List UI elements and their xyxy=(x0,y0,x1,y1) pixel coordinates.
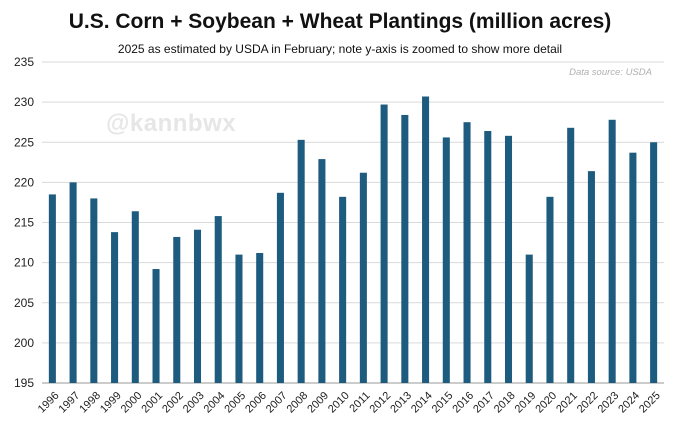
x-tick-label: 2012 xyxy=(368,390,394,416)
x-axis: 1996199719981999200020012002200320042005… xyxy=(36,390,663,416)
x-tick-label: 2018 xyxy=(492,390,518,416)
bar xyxy=(276,192,284,383)
y-tick-label: 225 xyxy=(14,135,34,149)
x-tick-label: 1997 xyxy=(57,390,83,416)
x-tick-label: 2000 xyxy=(119,390,145,416)
x-tick-label: 2017 xyxy=(471,390,497,416)
y-tick-label: 195 xyxy=(14,376,34,390)
chart-title: U.S. Corn + Soybean + Wheat Plantings (m… xyxy=(68,10,612,33)
x-tick-label: 2015 xyxy=(430,390,456,416)
bar xyxy=(504,135,513,383)
x-tick-label: 2019 xyxy=(513,390,539,416)
x-tick-label: 2020 xyxy=(533,390,559,416)
data-source-note: Data source: USDA xyxy=(569,67,652,78)
bars xyxy=(48,96,658,384)
bar xyxy=(380,104,388,383)
y-tick-label: 230 xyxy=(14,95,34,109)
bar xyxy=(442,137,450,383)
bar xyxy=(297,139,305,383)
x-tick-label: 2003 xyxy=(181,390,207,416)
bar xyxy=(256,252,264,383)
bar xyxy=(152,269,160,383)
y-axis: 195 200 205 210 215 220 225 230 235 xyxy=(14,55,34,390)
bar xyxy=(525,254,533,383)
x-tick-label: 2023 xyxy=(596,390,622,416)
y-tick-label: 200 xyxy=(14,336,34,350)
watermark: @kannbwx xyxy=(106,110,237,137)
bar xyxy=(131,211,139,383)
y-tick-label: 205 xyxy=(14,296,34,310)
x-tick-label: 2014 xyxy=(409,390,435,416)
bar xyxy=(318,159,326,383)
x-tick-label: 2011 xyxy=(347,390,372,415)
bar xyxy=(193,229,202,383)
bar xyxy=(629,152,637,383)
x-tick-label: 2013 xyxy=(388,390,414,416)
x-tick-label: 2004 xyxy=(202,390,228,416)
x-tick-label: 2001 xyxy=(139,390,165,416)
bar xyxy=(173,236,181,383)
bar xyxy=(401,114,409,383)
x-tick-label: 2006 xyxy=(243,390,269,416)
gridlines xyxy=(42,61,664,384)
bar xyxy=(69,182,77,383)
x-tick-label: 2002 xyxy=(160,390,186,416)
bar xyxy=(422,96,430,383)
bar xyxy=(650,142,658,383)
x-tick-label: 1999 xyxy=(98,390,124,416)
x-tick-label: 2022 xyxy=(575,390,601,416)
bar xyxy=(90,198,98,383)
x-tick-label: 2010 xyxy=(326,390,352,416)
bar xyxy=(111,232,119,383)
x-tick-label: 2007 xyxy=(264,390,290,416)
bar xyxy=(608,119,616,383)
x-tick-label: 2024 xyxy=(616,390,642,416)
y-tick-label: 235 xyxy=(14,55,34,69)
bar xyxy=(359,172,367,383)
y-tick-label: 210 xyxy=(14,256,34,270)
x-tick-label: 2021 xyxy=(554,390,580,416)
bar xyxy=(587,171,595,383)
y-tick-label: 215 xyxy=(14,216,34,230)
x-tick-label: 2005 xyxy=(222,390,248,416)
x-tick-label: 2016 xyxy=(450,390,476,416)
bar xyxy=(48,194,56,383)
x-tick-label: 1998 xyxy=(77,390,103,416)
bar xyxy=(214,216,222,383)
x-tick-label: 2009 xyxy=(305,390,331,416)
bar xyxy=(567,127,575,384)
chart-subtitle: 2025 as estimated by USDA in February; n… xyxy=(117,42,563,56)
bar xyxy=(339,196,347,383)
y-tick-label: 220 xyxy=(14,175,34,189)
bar xyxy=(235,254,243,383)
bar xyxy=(463,122,471,383)
bar xyxy=(484,131,492,383)
x-tick-label: 2008 xyxy=(285,390,311,416)
x-tick-label: 1996 xyxy=(36,390,62,416)
bar xyxy=(546,196,554,383)
x-tick-label: 2025 xyxy=(637,390,663,416)
